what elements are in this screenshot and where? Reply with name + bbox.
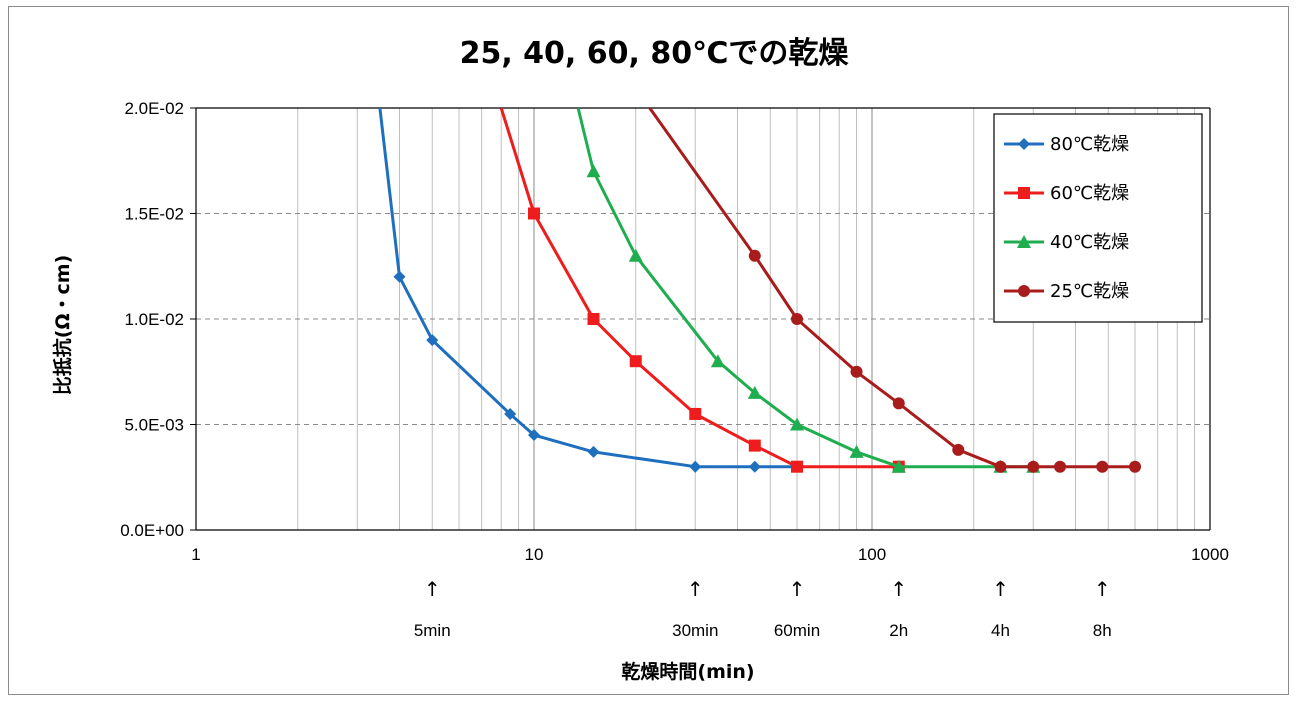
time-annotations: ↑ 5min ↑ 30min ↑ 60min ↑ 2h ↑ 4h ↑ 8h <box>414 577 1112 640</box>
annotation-label: 8h <box>1093 621 1112 640</box>
data-point <box>790 417 805 431</box>
legend: 80℃乾燥 60℃乾燥 40℃乾燥 25℃乾燥 <box>993 113 1203 323</box>
series-3 <box>648 108 1142 473</box>
annotation-label: 30min <box>672 621 718 640</box>
legend-label: 60℃乾燥 <box>1050 183 1129 204</box>
chart-svg: 25, 40, 60, 80℃での乾燥 0.0E+00 5.0E-03 1.0E-0… <box>51 36 1229 683</box>
data-point <box>628 248 643 262</box>
x-tick-label: 10 <box>525 545 544 564</box>
y-tick-label: 1.5E-02 <box>124 205 184 224</box>
annotation-arrow: ↑ <box>424 577 441 601</box>
data-point <box>710 354 725 368</box>
data-point <box>791 460 804 473</box>
annotation-label: 60min <box>774 621 820 640</box>
legend-swatch-marker <box>1018 138 1030 150</box>
legend-swatch-marker <box>1017 235 1031 248</box>
annotation-arrow: ↑ <box>992 577 1009 601</box>
data-point <box>748 249 761 262</box>
data-point <box>587 313 600 325</box>
data-point <box>528 207 540 220</box>
legend-swatch-marker <box>1018 285 1030 297</box>
y-tick-label: 2.0E-02 <box>124 99 184 118</box>
tick-labels: 0.0E+00 5.0E-03 1.0E-02 1.5E-02 2.0E-02 1 10 10… <box>120 99 1229 564</box>
data-point <box>952 443 965 456</box>
x-tick-label: 1000 <box>1191 545 1229 564</box>
data-point <box>528 429 540 442</box>
annotation-arrow: ↑ <box>1094 577 1111 601</box>
data-point <box>504 407 517 420</box>
data-point <box>689 460 702 473</box>
series-1 <box>499 108 905 473</box>
data-point <box>586 164 601 178</box>
data-point <box>850 365 863 378</box>
data-point <box>747 385 762 399</box>
series-line <box>378 108 797 469</box>
data-point <box>629 355 642 368</box>
annotation-label: 4h <box>991 621 1010 640</box>
legend-label: 25℃乾燥 <box>1050 281 1129 302</box>
data-point <box>689 407 702 420</box>
legend-label: 80℃乾燥 <box>1050 134 1129 155</box>
chart-area: 25, 40, 60, 80℃での乾燥 0.0E+00 5.0E-03 1.0E-0… <box>8 6 1289 695</box>
data-point <box>1054 460 1067 473</box>
x-tick-label: 1 <box>191 545 200 564</box>
chart-title: 25, 40, 60, 80℃での乾燥 <box>460 36 850 71</box>
data-point <box>393 270 406 283</box>
data-point <box>748 460 761 473</box>
y-tick-label: 1.0E-02 <box>124 310 184 329</box>
annotation-arrow: ↑ <box>687 577 704 601</box>
data-point <box>1096 460 1109 473</box>
data-point <box>587 445 600 458</box>
data-point <box>426 334 439 347</box>
data-point <box>892 397 905 410</box>
axes <box>190 107 1211 531</box>
data-point <box>748 439 761 452</box>
annotation-arrow: ↑ <box>789 577 806 601</box>
data-point <box>891 459 906 473</box>
y-tick-label: 0.0E+00 <box>120 521 184 540</box>
data-point <box>994 460 1007 473</box>
x-tick-label: 100 <box>858 545 886 564</box>
series-2 <box>576 108 1041 473</box>
y-tick-label: 5.0E-03 <box>124 416 184 435</box>
legend-label: 40℃乾燥 <box>1050 232 1129 253</box>
y-axis-title: 比抵抗(Ω・cm) <box>51 255 74 396</box>
annotation-arrow: ↑ <box>890 577 907 601</box>
annotation-label: 2h <box>889 621 908 640</box>
series-line <box>576 108 1034 469</box>
data-point <box>1027 460 1040 473</box>
data-point <box>1129 460 1142 473</box>
annotation-label: 5min <box>414 621 451 640</box>
x-axis-title: 乾燥時間(min) <box>621 660 754 683</box>
data-point <box>791 313 804 325</box>
legend-swatch-marker <box>1018 187 1030 199</box>
series-line <box>499 108 899 469</box>
data-point <box>849 444 864 458</box>
series <box>378 108 1142 473</box>
